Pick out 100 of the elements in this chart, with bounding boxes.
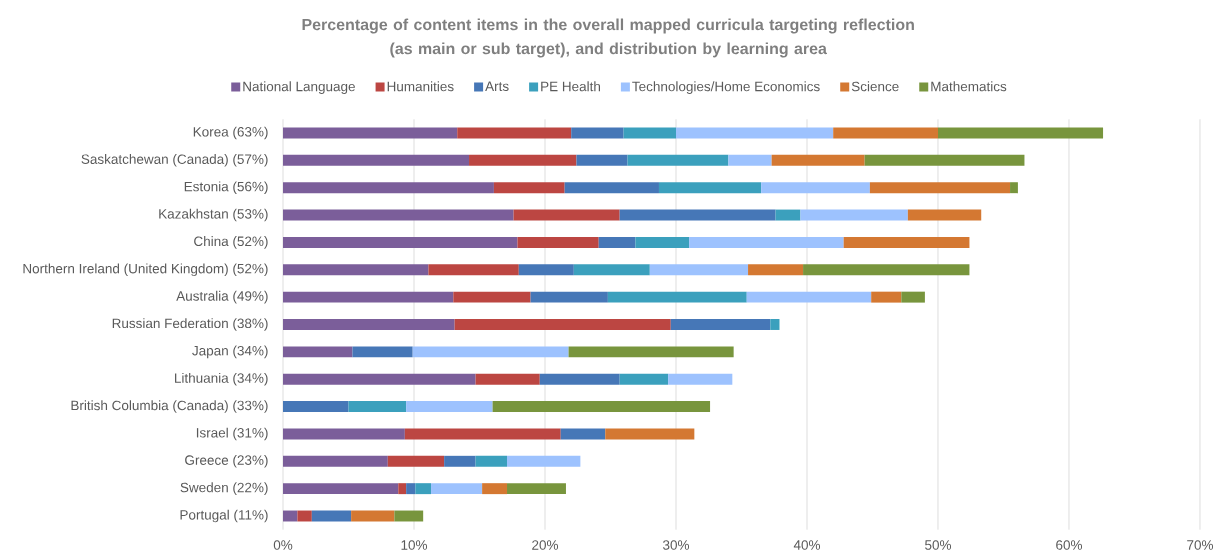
y-tick-label: Korea (63%) <box>193 126 268 140</box>
bar <box>658 182 762 194</box>
bar <box>311 510 352 522</box>
bar <box>283 236 518 248</box>
bar <box>351 510 395 522</box>
y-tick-label: Israel (31%) <box>196 427 268 441</box>
bar <box>493 182 565 194</box>
legend-label: Technologies/Home Economics <box>632 81 820 94</box>
legend-label: Science <box>851 81 899 92</box>
bar <box>428 264 519 276</box>
x-tick-label: 10% <box>401 540 428 550</box>
y-tick-label: Greece (23%) <box>185 455 268 468</box>
bar <box>901 291 925 303</box>
bar <box>530 291 608 303</box>
bar <box>676 127 834 139</box>
bar <box>670 319 771 330</box>
y-tick-label: Lithuania (34%) <box>175 372 268 386</box>
bar <box>623 127 676 139</box>
bar <box>605 428 695 440</box>
bar <box>492 401 711 413</box>
bar <box>475 455 508 467</box>
bar <box>748 264 804 276</box>
bar <box>283 209 514 221</box>
bar <box>938 127 1104 139</box>
y-tick-label: Russian Federation (38%) <box>112 318 268 331</box>
bar <box>800 209 908 221</box>
bar <box>833 127 938 139</box>
x-tick-label: 60% <box>1056 540 1083 550</box>
bar <box>457 127 572 139</box>
bar <box>843 236 970 248</box>
bar <box>607 291 747 303</box>
bar <box>475 373 540 385</box>
bar <box>348 401 407 413</box>
x-tick-label: 40% <box>793 540 821 550</box>
bar <box>619 373 669 385</box>
bar <box>297 510 312 522</box>
bar <box>1010 182 1018 194</box>
bar <box>283 154 470 166</box>
x-tick-label: 20% <box>532 540 559 550</box>
bar <box>406 401 493 413</box>
y-tick-label: Australia (49%) <box>176 290 268 304</box>
bar <box>283 401 349 413</box>
bar <box>431 483 483 495</box>
bar <box>771 154 865 166</box>
y-tick-label: Portugal (11%) <box>180 509 268 523</box>
bar <box>627 154 729 166</box>
bar <box>283 346 353 358</box>
bar <box>507 483 566 495</box>
bar <box>283 428 405 440</box>
x-tick-label: 70% <box>1187 540 1214 550</box>
bar <box>513 209 620 221</box>
x-tick-label: 0% <box>273 540 293 550</box>
bar <box>283 455 388 467</box>
bar <box>387 455 445 467</box>
bar <box>649 264 749 276</box>
y-tick-label: British Columbia (Canada) (33%) <box>71 400 268 413</box>
bar <box>871 291 902 303</box>
y-tick-label: Japan (34%) <box>192 345 268 359</box>
bar <box>689 236 844 248</box>
legend-label: Mathematics <box>931 81 1007 92</box>
y-tick-label: China (52%) <box>194 236 268 249</box>
legend-label: PE Health <box>541 81 600 92</box>
bar <box>770 319 780 330</box>
bar <box>283 373 476 385</box>
y-tick-label: Sweden (22%) <box>180 482 268 495</box>
bar <box>668 373 733 385</box>
bar <box>761 182 870 194</box>
bar <box>283 127 458 139</box>
bar <box>482 483 508 495</box>
bar <box>507 455 581 467</box>
bar <box>517 236 599 248</box>
legend-label: Arts <box>485 81 509 92</box>
bar <box>803 264 970 276</box>
bar <box>469 154 577 166</box>
bar <box>283 319 455 330</box>
bar <box>394 510 424 522</box>
bar <box>398 483 407 495</box>
bar <box>576 154 628 166</box>
y-tick-label: Northern Ireland (United Kingdom) (52%) <box>23 263 268 277</box>
bar <box>404 428 561 440</box>
bar <box>444 455 476 467</box>
bar <box>412 346 569 358</box>
legend-label: National Language <box>243 81 355 94</box>
bar <box>573 264 650 276</box>
bar <box>746 291 872 303</box>
bar <box>864 154 1025 166</box>
bar <box>539 373 620 385</box>
bar <box>283 264 429 276</box>
bar <box>635 236 690 248</box>
bar <box>560 428 606 440</box>
bar <box>454 319 671 330</box>
chart-title: Percentage of content items in the overall mapped curricula targeting reflection (as main or sub target), and distribution by learning area <box>302 18 914 58</box>
bar <box>564 182 659 194</box>
bar <box>283 291 454 303</box>
x-tick-label: 50% <box>925 540 952 550</box>
y-tick-label: Kazakhstan (53%) <box>159 208 268 222</box>
bar <box>619 209 776 221</box>
legend-label: Humanities <box>387 81 454 92</box>
bar <box>518 264 574 276</box>
bar <box>907 209 982 221</box>
